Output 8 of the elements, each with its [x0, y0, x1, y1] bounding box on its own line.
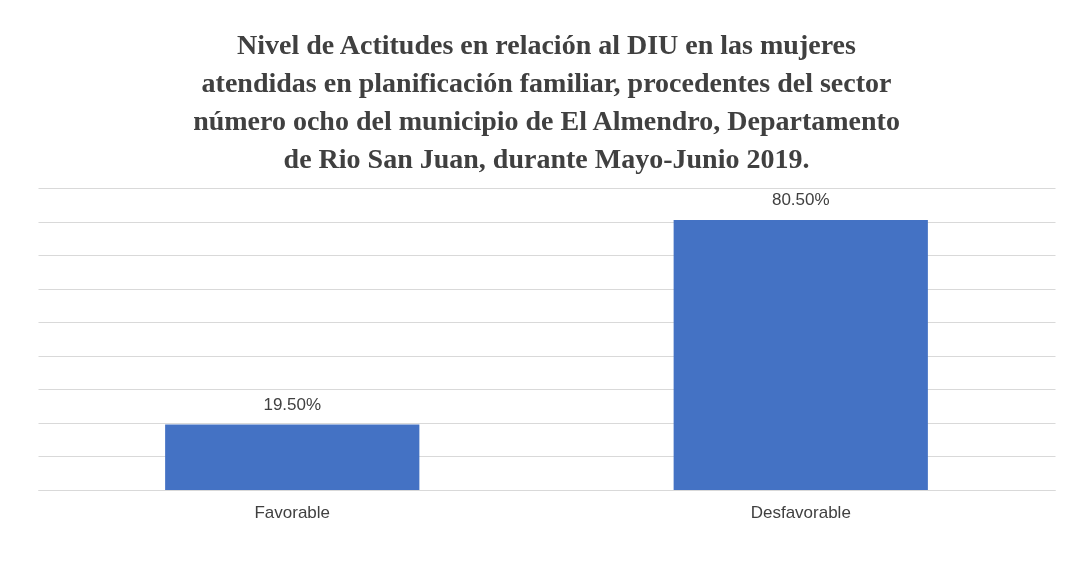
data-label: 19.50%	[263, 394, 322, 414]
x-tick-label: Desfavorable	[750, 502, 851, 522]
data-label: 80.50%	[771, 189, 830, 209]
text: número ocho del municipio de El Almendro, Departamento	[193, 105, 900, 136]
text: de Rio San Juan, durante Mayo-Junio 2019.	[283, 143, 810, 174]
text: atendidas en planificación familiar, procedentes del sector	[201, 67, 892, 98]
x-tick-label: Favorable	[254, 502, 331, 522]
text: Nivel de Actitudes en relación al DIU en las mujeres	[237, 29, 856, 60]
